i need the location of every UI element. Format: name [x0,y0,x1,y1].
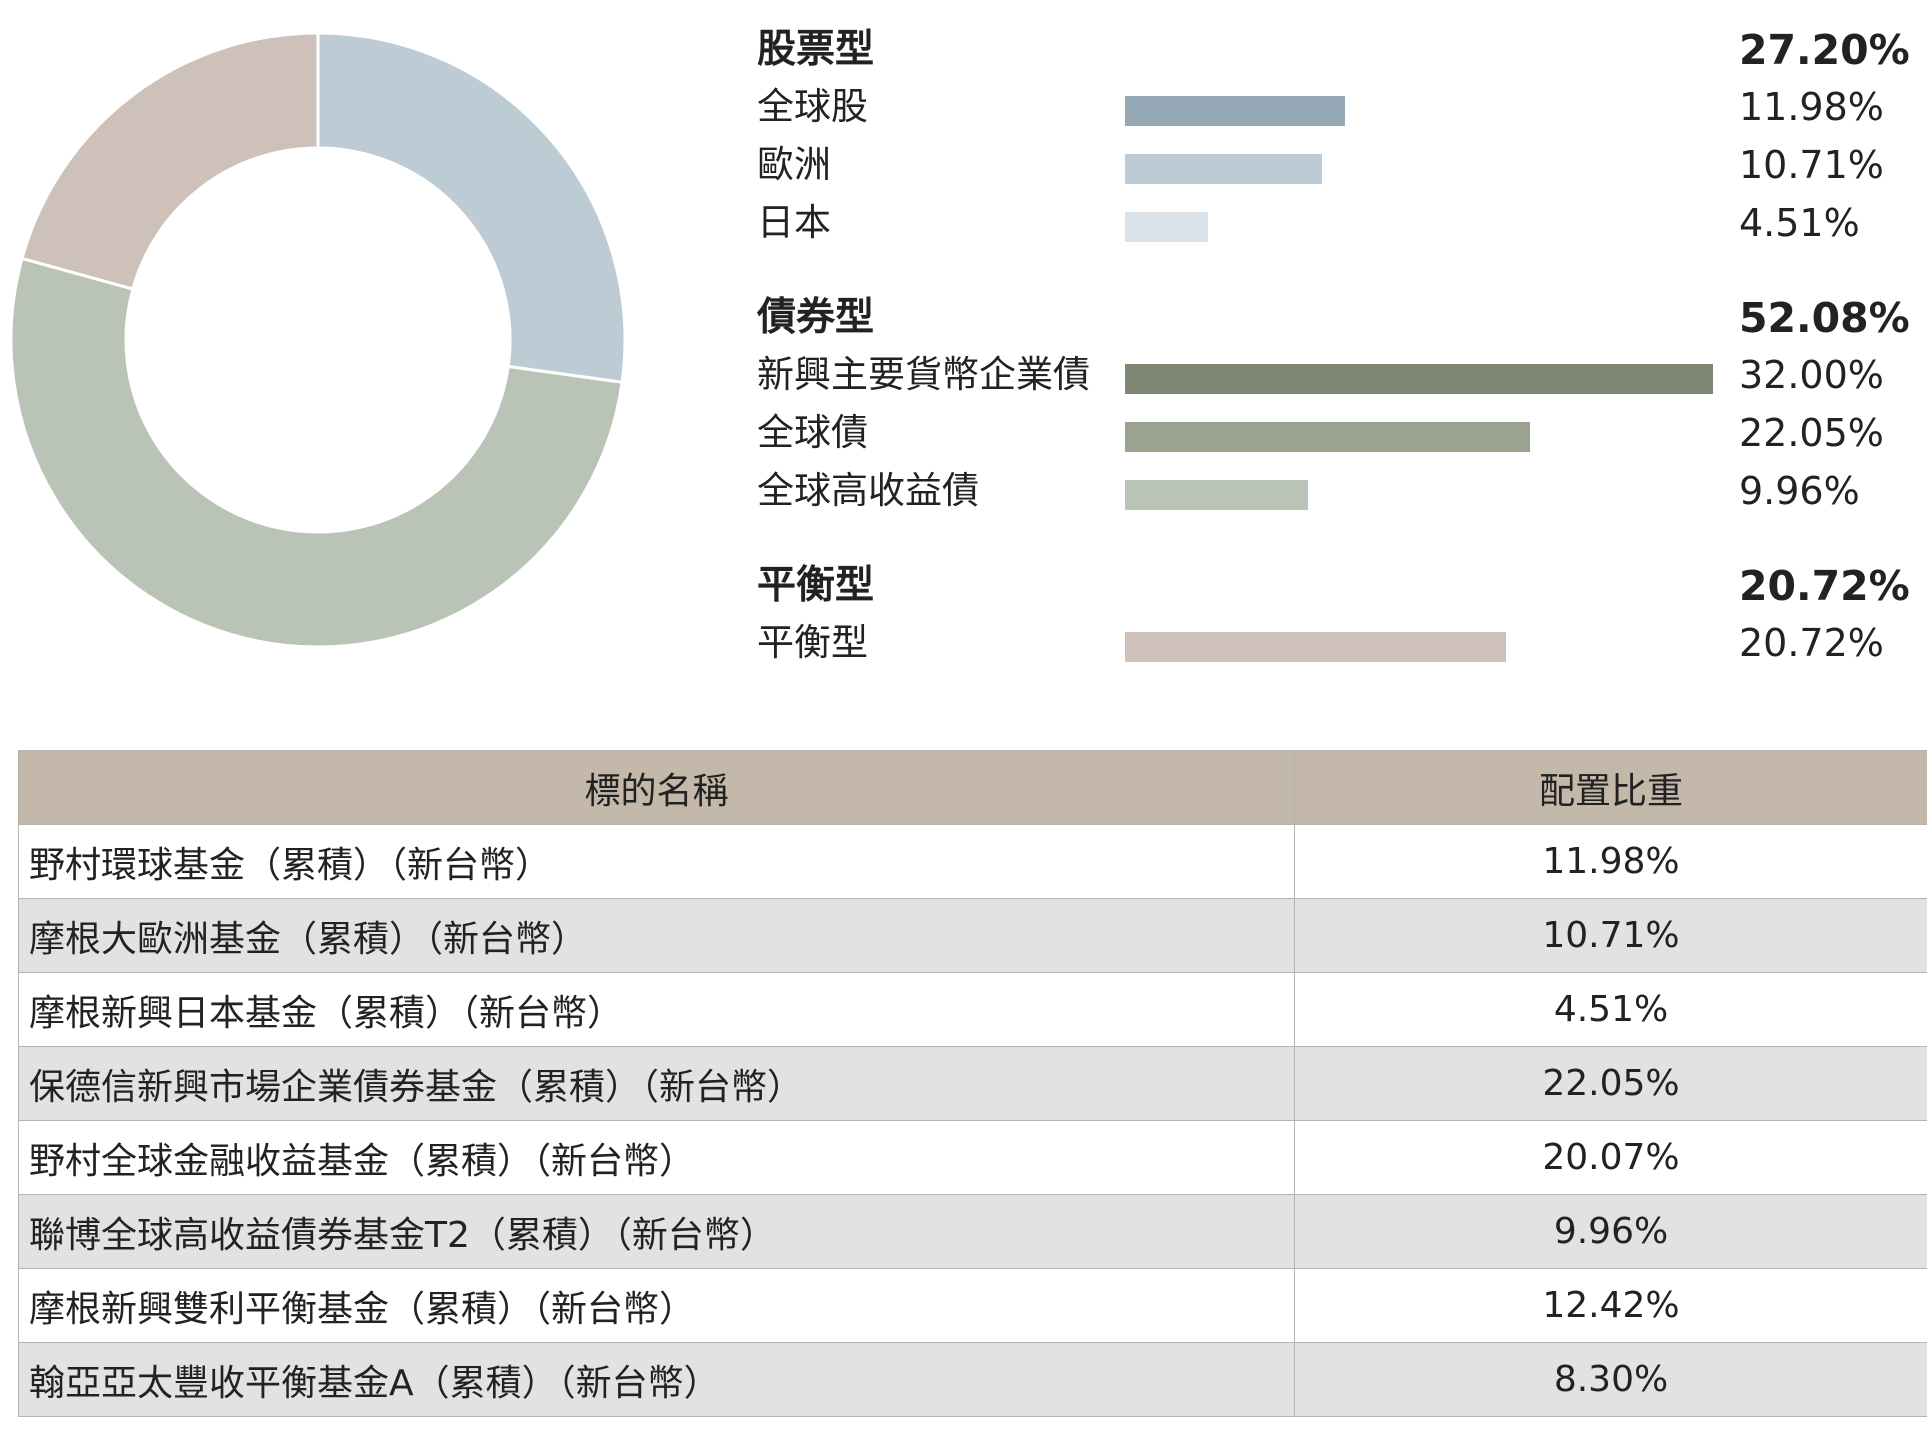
percent-label: 4.51% [1739,201,1860,245]
breakdown-row: 歐洲 10.71% [757,134,1897,192]
percent-label: 22.05% [1739,411,1884,455]
allocation-breakdown: 股票型 27.20% 全球股 11.98% 歐洲 10.71% 日本 4.51%… [757,0,1927,690]
breakdown-row: 全球債 22.05% [757,402,1897,460]
fund-name-cell: 翰亞亞太豐收平衡基金A（累積）（新台幣） [18,1342,1295,1417]
fund-name-cell: 摩根新興雙利平衡基金（累積）（新台幣） [18,1268,1295,1343]
allocation-bar [1125,212,1208,242]
breakdown-row: 日本 4.51% [757,192,1897,250]
fund-name-cell: 野村環球基金（累積）（新台幣） [18,824,1295,899]
percent-label: 32.00% [1739,353,1884,397]
donut-slice-1 [9,256,624,649]
allocation-donut-chart [9,31,627,649]
weight-cell: 4.51% [1294,972,1927,1047]
percent-label: 10.71% [1739,143,1884,187]
category-label: 平衡型 [757,621,868,664]
percent-label: 11.98% [1739,85,1884,129]
donut-slice-0 [316,31,627,384]
allocation-bar [1125,480,1308,510]
table-row: 野村環球基金（累積）（新台幣） 11.98% [18,824,1927,899]
weight-cell: 8.30% [1294,1342,1927,1417]
table-header-row: 標的名稱 配置比重 [18,750,1927,825]
table-row: 野村全球金融收益基金（累積）（新台幣） 20.07% [18,1120,1927,1195]
weight-cell: 22.05% [1294,1046,1927,1121]
table-row: 聯博全球高收益債券基金T2（累積）（新台幣） 9.96% [18,1194,1927,1269]
group-total: 27.20% [1739,26,1910,74]
donut-slice-2 [20,31,320,291]
percent-label: 9.96% [1739,469,1860,513]
weight-cell: 20.07% [1294,1120,1927,1195]
fund-name-cell: 摩根大歐洲基金（累積）（新台幣） [18,898,1295,973]
fund-name-cell: 摩根新興日本基金（累積）（新台幣） [18,972,1295,1047]
allocation-bar [1125,96,1346,126]
breakdown-row: 新興主要貨幣企業債 32.00% [757,344,1897,402]
group-total: 52.08% [1739,294,1910,342]
group-balanced: 平衡型 20.72% 平衡型 20.72% [757,550,1910,670]
category-label: 歐洲 [757,143,831,186]
group-header: 平衡型 20.72% [757,550,1910,612]
table-row: 摩根新興日本基金（累積）（新台幣） 4.51% [18,972,1927,1047]
category-label: 新興主要貨幣企業債 [757,353,1090,396]
fund-name-cell: 聯博全球高收益債券基金T2（累積）（新台幣） [18,1194,1295,1269]
allocation-bar [1125,154,1322,184]
table-row: 摩根大歐洲基金（累積）（新台幣） 10.71% [18,898,1927,973]
table-row: 翰亞亞太豐收平衡基金A（累積）（新台幣） 8.30% [18,1342,1927,1417]
group-header: 股票型 27.20% [757,14,1910,76]
fund-name-cell: 保德信新興市場企業債券基金（累積）（新台幣） [18,1046,1295,1121]
weight-cell: 11.98% [1294,824,1927,899]
holdings-table: 標的名稱 配置比重 野村環球基金（累積）（新台幣） 11.98% 摩根大歐洲基金… [18,750,1927,1417]
percent-label: 20.72% [1739,621,1884,665]
group-title: 債券型 [757,295,875,340]
group-title: 股票型 [757,27,875,72]
weight-cell: 9.96% [1294,1194,1927,1269]
group-equity: 股票型 27.20% 全球股 11.98% 歐洲 10.71% 日本 4.51% [757,14,1910,250]
table-row: 保德信新興市場企業債券基金（累積）（新台幣） 22.05% [18,1046,1927,1121]
group-header: 債券型 52.08% [757,282,1910,344]
weight-cell: 12.42% [1294,1268,1927,1343]
group-total: 20.72% [1739,562,1910,610]
category-label: 全球債 [757,411,868,454]
breakdown-row: 全球高收益債 9.96% [757,460,1897,518]
table-row: 摩根新興雙利平衡基金（累積）（新台幣） 12.42% [18,1268,1927,1343]
group-title: 平衡型 [757,563,875,608]
category-label: 全球股 [757,85,868,128]
breakdown-row: 全球股 11.98% [757,76,1897,134]
header-allocation-weight: 配置比重 [1294,750,1927,825]
allocation-bar [1125,632,1506,662]
allocation-bar [1125,364,1713,394]
weight-cell: 10.71% [1294,898,1927,973]
group-bond: 債券型 52.08% 新興主要貨幣企業債 32.00% 全球債 22.05% 全… [757,282,1910,518]
fund-name-cell: 野村全球金融收益基金（累積）（新台幣） [18,1120,1295,1195]
category-label: 日本 [757,201,831,244]
category-label: 全球高收益債 [757,469,979,512]
breakdown-row: 平衡型 20.72% [757,612,1897,670]
allocation-bar [1125,422,1531,452]
header-fund-name: 標的名稱 [18,750,1295,825]
